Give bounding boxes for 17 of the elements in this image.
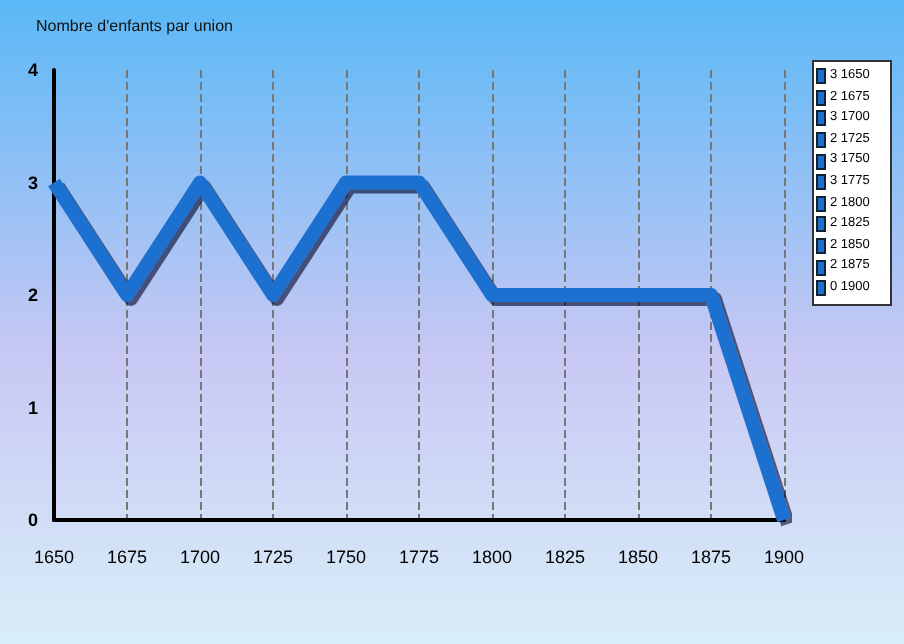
y-tick-label: 2 <box>27 285 38 305</box>
x-tick-label: 1875 <box>690 547 732 567</box>
x-tick-label: 1700 <box>179 547 221 567</box>
x-tick-label: 1825 <box>544 547 586 567</box>
x-tick-label: 1675 <box>106 547 148 567</box>
x-tick-label: 1750 <box>325 547 367 567</box>
x-tick-label: 1900 <box>763 547 805 567</box>
x-tick-label: 1850 <box>617 547 659 567</box>
y-tick-label: 4 <box>27 60 38 80</box>
x-tick-label: 1775 <box>398 547 440 567</box>
y-tick-label: 1 <box>27 397 38 418</box>
y-axis-title: Nombre d'enfants par union <box>36 17 233 35</box>
x-tick-label: 1800 <box>471 547 513 567</box>
x-tick-label: 1725 <box>252 547 294 567</box>
y-tick-label: 0 <box>27 510 38 530</box>
y-tick-label: 3 <box>27 172 38 193</box>
x-tick-label: 1650 <box>33 547 75 567</box>
